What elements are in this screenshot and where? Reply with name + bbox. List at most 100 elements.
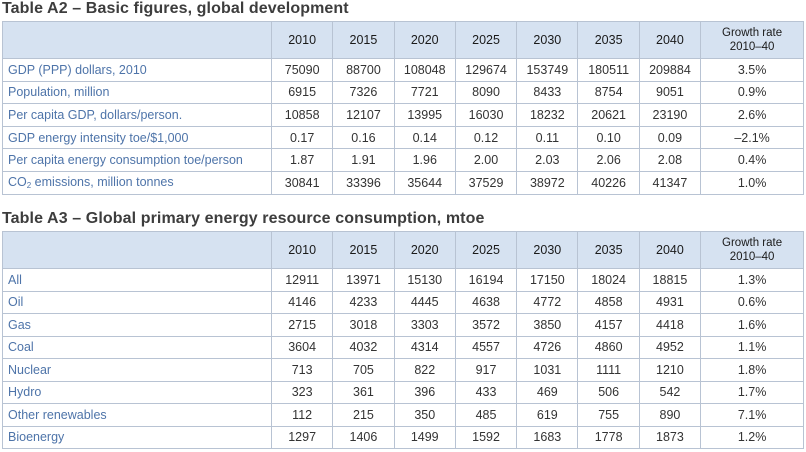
row-label: Oil (2, 290, 272, 314)
value-cell: 16194 (454, 268, 518, 292)
table-a3-title: Table A3 – Global primary energy resourc… (2, 210, 485, 227)
value-cell: 2715 (270, 313, 334, 337)
year-header: 2020 (393, 231, 456, 269)
value-cell: 705 (332, 358, 395, 382)
row-label: All (2, 268, 272, 292)
label-part: emissions, million tonnes (31, 175, 174, 190)
value-cell: 75090 (270, 58, 334, 82)
value-cell: 1210 (638, 358, 702, 382)
table-a2-header: 2010 2015 2020 2025 2030 2035 2040 Growth rate 2… (2, 21, 805, 59)
value-cell: 0.14 (393, 125, 456, 150)
value-cell: 542 (638, 380, 702, 404)
value-cell: 1873 (638, 425, 702, 449)
growth-rate-header-line: Growth rate (722, 27, 783, 39)
growth-rate-cell: 1.1% (700, 335, 805, 359)
table-row: Per capita energy consumption toe/person… (2, 148, 805, 172)
value-cell: 108048 (393, 58, 456, 82)
value-cell: 2.06 (577, 148, 640, 172)
row-label: Gas (2, 313, 272, 337)
value-cell: 4931 (638, 290, 702, 314)
value-cell: 4557 (454, 335, 518, 359)
header-corner-cell (2, 21, 272, 59)
table-row: GDP (PPP) dollars, 2010 75090 88700 108048 1… (2, 58, 805, 82)
value-cell: 8433 (516, 80, 579, 105)
table-row: Hydro 323 361 396 433 469 506 542 1.7% (2, 380, 805, 404)
growth-rate-cell: 1.3% (700, 268, 805, 292)
value-cell: 3604 (270, 335, 334, 359)
value-cell: 619 (516, 403, 579, 427)
row-label: Bioenergy (2, 425, 272, 449)
growth-rate-cell: 1.6% (700, 313, 805, 337)
value-cell: 323 (270, 380, 334, 404)
value-cell: 2.03 (516, 148, 579, 172)
value-cell: 3018 (332, 313, 395, 337)
table-a3: 2010 2015 2020 2025 2030 2035 2040 Growth rate 2… (2, 231, 805, 449)
row-label: Per capita energy consumption toe/person (2, 148, 272, 172)
table-a2-body: GDP (PPP) dollars, 2010 75090 88700 108048 1… (2, 58, 805, 195)
value-cell: 40226 (577, 170, 640, 195)
year-header: 2010 (270, 21, 334, 59)
value-cell: 4314 (393, 335, 456, 359)
value-cell: 4418 (638, 313, 702, 337)
value-cell: 18024 (577, 268, 640, 292)
year-header: 2015 (332, 231, 395, 269)
value-cell: 1683 (516, 425, 579, 449)
value-cell: 12911 (270, 268, 334, 292)
value-cell: 361 (332, 380, 395, 404)
row-label: GDP (PPP) dollars, 2010 (2, 58, 272, 82)
growth-rate-cell: 0.6% (700, 290, 805, 314)
value-cell: 129674 (454, 58, 518, 82)
value-cell: 3303 (393, 313, 456, 337)
value-cell: 1.87 (270, 148, 334, 172)
table-row: All 12911 13971 15130 16194 17150 18024 18815 1.… (2, 268, 805, 292)
growth-rate-header-line: 2010–40 (729, 251, 775, 263)
value-cell: 433 (454, 380, 518, 404)
growth-rate-cell: 0.9% (700, 80, 805, 105)
value-cell: 1499 (393, 425, 456, 449)
value-cell: 506 (577, 380, 640, 404)
value-cell: 4445 (393, 290, 456, 314)
year-header: 2015 (332, 21, 395, 59)
growth-rate-cell: 1.2% (700, 425, 805, 449)
value-cell: 4146 (270, 290, 334, 314)
row-label: Population, million (2, 80, 272, 105)
table-row: Per capita GDP, dollars/person. 10858 1210… (2, 103, 805, 127)
value-cell: 180511 (577, 58, 640, 82)
row-label: GDP energy intensity toe/$1,000 (2, 125, 272, 150)
value-cell: 3572 (454, 313, 518, 337)
value-cell: 0.10 (577, 125, 640, 150)
label-subscript: 2 (26, 181, 32, 191)
value-cell: 469 (516, 380, 579, 404)
value-cell: 13995 (393, 103, 456, 127)
value-cell: 4772 (516, 290, 579, 314)
value-cell: 30841 (270, 170, 334, 195)
header-row: 2010 2015 2020 2025 2030 2035 2040 Growth rate 2… (2, 231, 805, 269)
value-cell: 7326 (332, 80, 395, 105)
value-cell: 4952 (638, 335, 702, 359)
value-cell: 1111 (577, 358, 640, 382)
value-cell: 7721 (393, 80, 456, 105)
value-cell: 1.91 (332, 148, 395, 172)
row-label: Coal (2, 335, 272, 359)
value-cell: 2.08 (638, 148, 702, 172)
table-row: Oil 4146 4233 4445 4638 4772 4858 4931 0.6% (2, 290, 805, 314)
table-row: Population, million 6915 7326 7721 8090 8433 8… (2, 80, 805, 105)
value-cell: 153749 (516, 58, 579, 82)
value-cell: 1592 (454, 425, 518, 449)
value-cell: 822 (393, 358, 456, 382)
header-corner-cell (2, 231, 272, 269)
value-cell: 23190 (638, 103, 702, 127)
value-cell: 9051 (638, 80, 702, 105)
year-header: 2010 (270, 231, 334, 269)
value-cell: 4233 (332, 290, 395, 314)
row-label: Other renewables (2, 403, 272, 427)
value-cell: 215 (332, 403, 395, 427)
value-cell: 8090 (454, 80, 518, 105)
growth-rate-header: Growth rate 2010–40 (700, 231, 805, 269)
growth-rate-cell: 3.5% (700, 58, 805, 82)
year-header: 2025 (454, 231, 518, 269)
value-cell: 713 (270, 358, 334, 382)
value-cell: 4638 (454, 290, 518, 314)
growth-rate-header-line: Growth rate (722, 237, 783, 249)
label-part: CO (8, 175, 27, 190)
